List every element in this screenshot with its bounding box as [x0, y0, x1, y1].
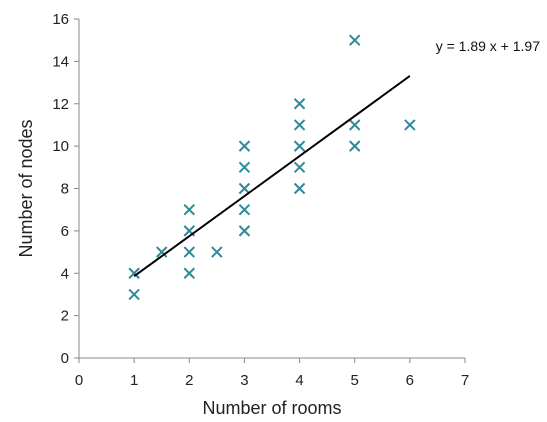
data-point-marker [183, 267, 195, 279]
data-point-marker [293, 119, 306, 131]
y-ticks: 0 2 4 6 8 10 12 14 16 [52, 11, 79, 367]
x-ticks: 0 1 2 3 4 5 6 7 [75, 358, 469, 389]
data-point-marker [349, 119, 361, 131]
data-point-marker [238, 182, 251, 195]
x-tick-label: 5 [351, 372, 359, 389]
data-point-marker [404, 119, 416, 131]
x-tick-label: 6 [406, 372, 414, 389]
data-point-marker [238, 225, 251, 237]
x-tick-label: 7 [461, 372, 469, 389]
y-tick-label: 14 [52, 53, 69, 70]
data-point-marker [349, 140, 361, 152]
y-tick-label: 6 [61, 223, 69, 240]
y-tick-label: 8 [61, 181, 69, 198]
data-point-marker [238, 161, 251, 174]
y-tick-label: 16 [52, 11, 69, 28]
x-tick-label: 0 [75, 372, 83, 389]
trendline [133, 75, 411, 278]
y-tick-label: 10 [52, 138, 69, 155]
data-point-marker [183, 203, 195, 216]
data-point-marker [349, 34, 361, 46]
trendline-equation-label: y = 1.89 x + 1.97 [436, 38, 541, 54]
x-tick-label: 1 [130, 372, 138, 389]
axes [78, 19, 465, 359]
y-tick-label: 0 [61, 350, 69, 367]
y-tick-label: 12 [52, 96, 69, 113]
data-point-marker [156, 246, 168, 258]
y-tick-label: 4 [61, 265, 69, 282]
data-point-marker [128, 288, 140, 301]
x-tick-label: 2 [185, 372, 193, 389]
data-point-marker [293, 182, 306, 195]
x-tick-label: 3 [240, 372, 248, 389]
data-point-marker [293, 140, 306, 152]
data-point-marker [183, 246, 195, 258]
x-axis-title: Number of rooms [202, 398, 341, 418]
data-point-marker [238, 140, 251, 152]
y-tick-label: 2 [61, 308, 69, 325]
data-points [128, 34, 416, 301]
data-point-marker [128, 267, 140, 279]
data-point-marker [238, 203, 251, 216]
y-axis-title: Number of nodes [16, 119, 36, 257]
data-point-marker [293, 161, 306, 174]
data-point-marker [211, 246, 223, 258]
data-point-marker [293, 98, 306, 110]
x-tick-label: 4 [295, 372, 303, 389]
